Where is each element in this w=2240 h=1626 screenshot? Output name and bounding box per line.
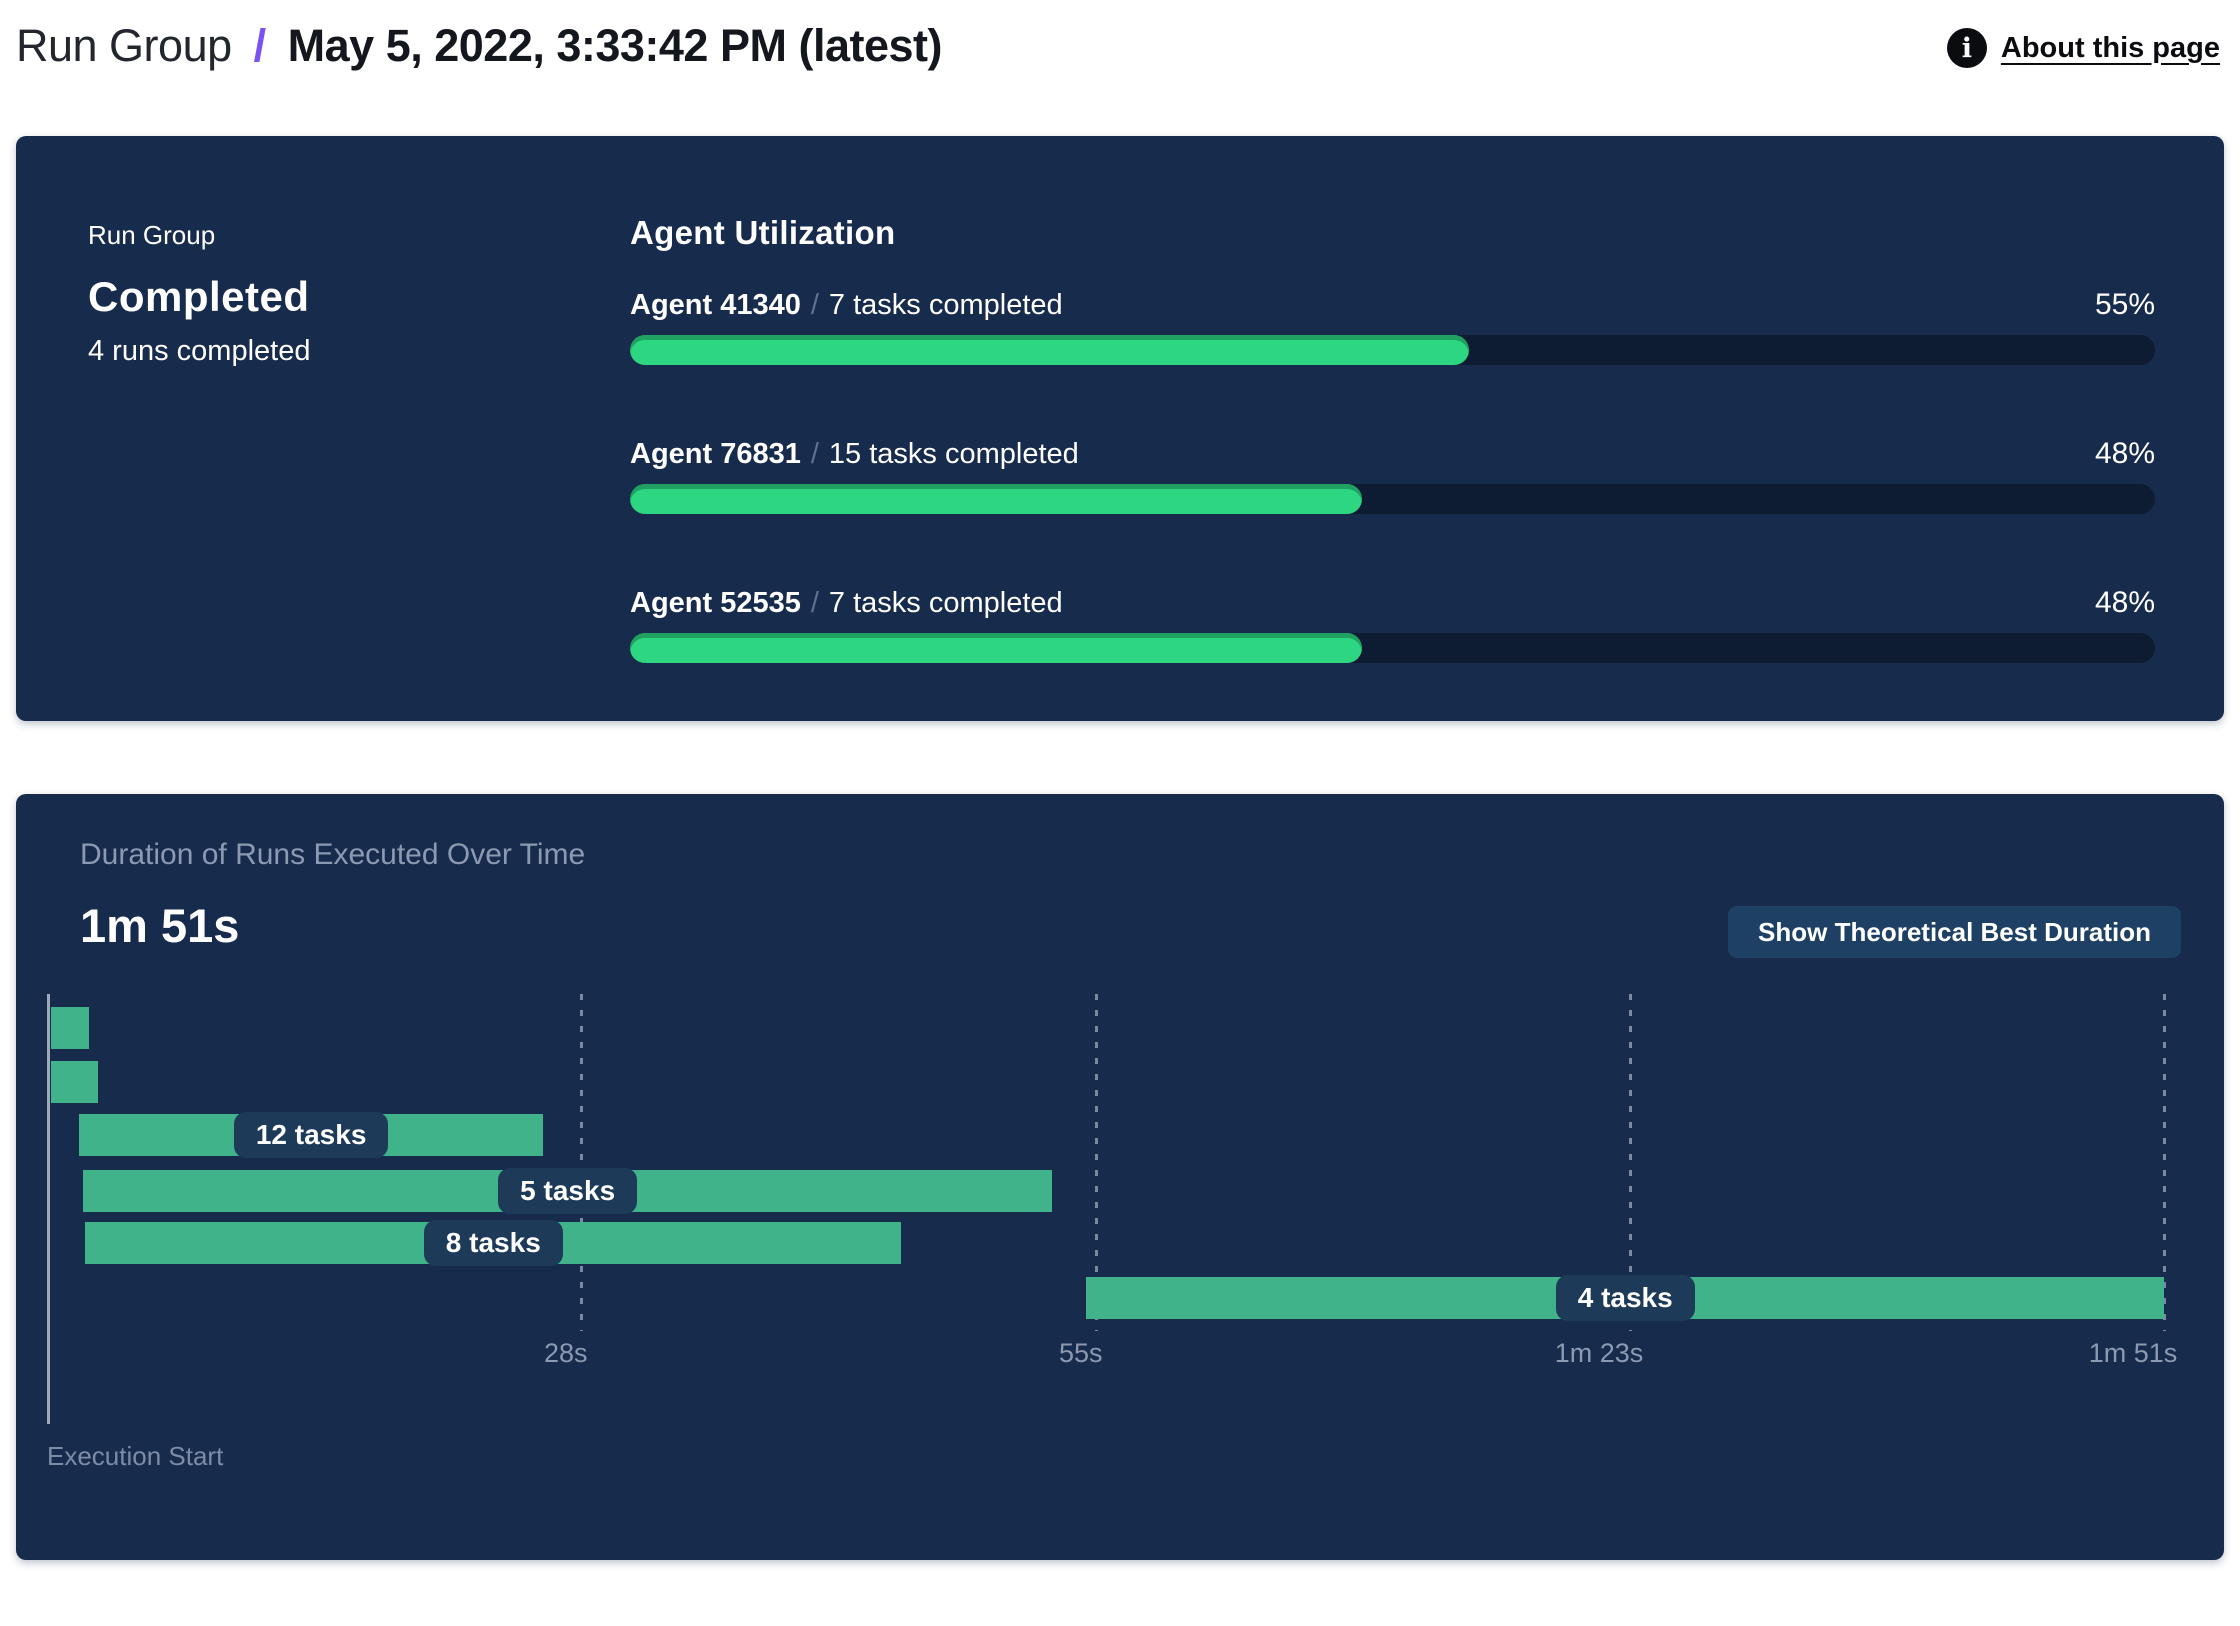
agent-tasks-completed: 7 tasks completed	[828, 289, 1063, 321]
agent-name-separator: /	[810, 289, 819, 321]
run-group-status: Run Group Completed 4 runs completed	[16, 136, 558, 721]
agent-utilization-row-header: Agent 41340 / 7 tasks completed 55%	[630, 288, 2155, 322]
agent-utilization-percent: 55%	[2094, 288, 2155, 321]
agent-utilization-row-header: Agent 52535 / 7 tasks completed 48%	[630, 586, 2155, 620]
agent-tasks-completed: 15 tasks completed	[828, 438, 1079, 470]
run-gantt-bar[interactable]	[50, 1061, 99, 1103]
execution-start-axis-line	[47, 994, 50, 1424]
agent-utilization-title: Agent Utilization	[630, 214, 896, 251]
run-gantt-bar[interactable]: 12 tasks	[79, 1112, 543, 1158]
run-gantt-bar[interactable]: 5 tasks	[83, 1168, 1053, 1214]
agent-utilization-bar-track	[630, 633, 2155, 663]
agent-utilization-bar-fill	[630, 484, 1362, 514]
time-tick-label: 1m 23s	[1554, 1338, 1644, 1368]
agent-utilization-bar-fill	[630, 335, 1469, 365]
gantt-bar-task-count-label: 4 tasks	[1555, 1275, 1695, 1321]
gantt-bar-task-count-label: 5 tasks	[498, 1168, 638, 1214]
info-icon: i	[1946, 28, 1987, 68]
time-gridline	[1094, 994, 1098, 1331]
run-group-status-label: Run Group	[88, 220, 216, 250]
gantt-chart: 28s 55s 1m 23s 1m 51s 12 tasks 5 tasks 8 tasks…	[47, 994, 2177, 1424]
page-title: May 5, 2022, 3:33:42 PM (latest)	[287, 20, 943, 71]
agent-utilization-row-header: Agent 76831 / 15 tasks completed 48%	[630, 437, 2155, 471]
run-group-status-value: Completed	[88, 273, 310, 320]
time-gridline	[2163, 994, 2166, 1331]
agent-name: Agent 41340	[630, 289, 801, 321]
breadcrumb-run-group[interactable]: Run Group	[16, 20, 232, 71]
agent-utilization-bar-track	[630, 484, 2155, 514]
agent-utilization-row: Agent 76831 / 15 tasks completed 48%	[630, 437, 2155, 514]
agent-name: Agent 76831	[630, 438, 801, 470]
run-gantt-bar[interactable]	[50, 1007, 89, 1049]
total-duration-value: 1m 51s	[80, 899, 240, 952]
run-group-summary-panel: Run Group Completed 4 runs completed Age…	[16, 136, 2224, 721]
agent-utilization-row: Agent 41340 / 7 tasks completed 55%	[630, 288, 2155, 365]
time-tick-label: 28s	[544, 1338, 588, 1368]
time-tick-label: 55s	[1058, 1338, 1103, 1368]
agent-utilization-percent: 48%	[2094, 586, 2155, 619]
agent-utilization-bar-track	[630, 335, 2155, 365]
page-header: Run Group / May 5, 2022, 3:33:42 PM (lat…	[0, 0, 2240, 72]
execution-start-label: Execution Start	[47, 1441, 224, 1471]
time-gridline	[580, 994, 584, 1331]
about-this-page-link[interactable]: i About this page	[1946, 28, 2220, 68]
duration-panel: Duration of Runs Executed Over Time 1m 5…	[16, 794, 2224, 1560]
runs-completed-count: 4 runs completed	[88, 335, 311, 367]
agent-utilization-row: Agent 52535 / 7 tasks completed 48%	[630, 586, 2155, 663]
run-gantt-bar[interactable]: 8 tasks	[85, 1220, 902, 1266]
time-tick-label: 1m 51s	[2088, 1338, 2178, 1368]
agent-utilization-section: Agent Utilization Agent 41340 / 7 tasks …	[558, 136, 2224, 721]
agent-tasks-completed: 7 tasks completed	[828, 587, 1063, 619]
agent-name-separator: /	[810, 587, 819, 619]
agent-utilization-bar-fill	[630, 633, 1362, 663]
about-this-page-label: About this page	[2000, 31, 2220, 64]
run-gantt-bar[interactable]: 4 tasks	[1086, 1275, 2164, 1321]
time-gridline	[1628, 994, 1632, 1331]
show-theoretical-best-duration-button[interactable]: Show Theoretical Best Duration	[1728, 906, 2181, 958]
breadcrumb-separator: /	[253, 20, 267, 71]
gantt-bar-task-count-label: 8 tasks	[423, 1220, 563, 1266]
breadcrumb: Run Group / May 5, 2022, 3:33:42 PM (lat…	[16, 20, 943, 72]
duration-chart-title: Duration of Runs Executed Over Time	[80, 838, 586, 871]
agent-utilization-percent: 48%	[2094, 437, 2155, 470]
agent-name-separator: /	[810, 438, 819, 470]
gantt-bar-task-count-label: 12 tasks	[233, 1112, 389, 1158]
agent-name: Agent 52535	[630, 587, 801, 619]
